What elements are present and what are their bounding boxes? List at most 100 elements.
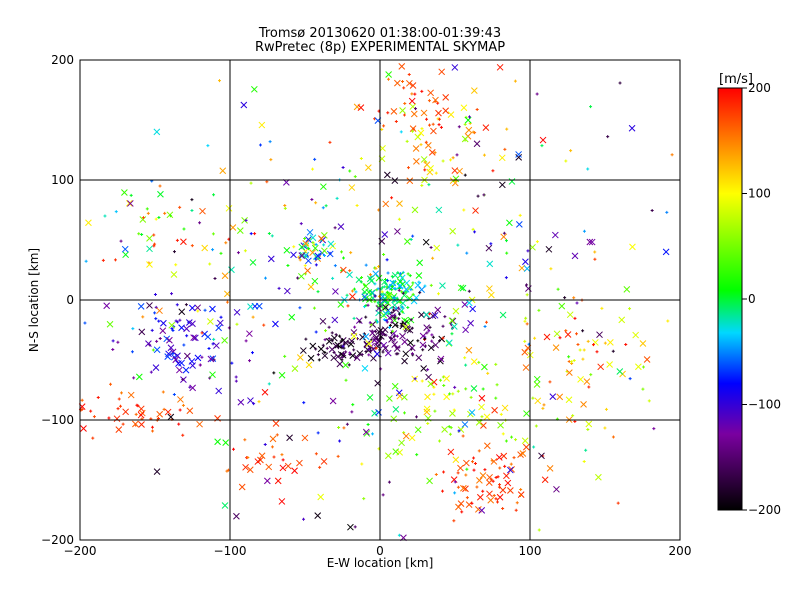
data-point-x: [204, 333, 212, 341]
data-point-plus: [265, 180, 269, 184]
data-point-x: [375, 274, 383, 282]
data-point-plus: [533, 336, 537, 340]
data-point-plus: [153, 293, 157, 297]
data-point-plus: [146, 211, 150, 215]
data-point-plus: [157, 319, 161, 323]
data-point-plus: [175, 238, 179, 242]
data-point-x: [415, 354, 423, 362]
data-point-x: [519, 450, 527, 457]
colorbar: [717, 87, 743, 511]
data-point-plus: [406, 305, 410, 309]
data-point-plus: [267, 382, 271, 386]
data-point-plus: [456, 389, 460, 393]
data-point-plus: [374, 266, 378, 270]
data-point-x: [279, 464, 287, 472]
data-point-plus: [441, 324, 445, 328]
data-point-plus: [184, 303, 188, 307]
data-point-x: [385, 291, 393, 299]
data-point-x: [457, 500, 465, 507]
data-point-plus: [390, 331, 394, 335]
data-point-x: [263, 477, 271, 485]
data-point-plus: [351, 403, 355, 407]
data-point-plus: [390, 311, 394, 315]
data-point-x: [558, 302, 566, 310]
data-point-plus: [403, 101, 407, 105]
data-point-x: [160, 319, 167, 327]
data-point-x: [419, 341, 427, 349]
data-point-x: [121, 245, 129, 253]
data-point-plus: [410, 352, 414, 356]
data-point-plus: [277, 286, 281, 290]
data-point-plus: [462, 208, 466, 212]
data-point-x: [580, 401, 587, 408]
data-point-plus: [364, 315, 368, 319]
data-point-plus: [398, 272, 402, 276]
x-tick-label: −200: [64, 544, 97, 558]
data-point-plus: [381, 350, 385, 354]
data-point-plus: [368, 273, 372, 277]
data-point-x: [380, 341, 388, 349]
data-point-plus: [390, 274, 394, 278]
data-point-x: [286, 434, 293, 442]
data-point-plus: [665, 210, 669, 214]
data-point-plus: [461, 434, 465, 438]
data-point-plus: [84, 259, 88, 263]
data-point-plus: [647, 399, 651, 403]
data-point-x: [249, 259, 257, 266]
data-point-plus: [411, 292, 415, 296]
data-point-x: [490, 458, 498, 465]
data-point-x: [225, 204, 233, 212]
data-point-x: [302, 242, 310, 250]
data-point-plus: [397, 307, 401, 311]
data-point-plus: [303, 264, 307, 268]
data-point-plus: [393, 338, 397, 342]
data-point-plus: [376, 287, 380, 291]
data-point-plus: [235, 322, 239, 326]
data-point-x: [157, 190, 164, 198]
data-point-plus: [212, 193, 216, 197]
data-point-plus: [402, 411, 406, 415]
data-point-x: [113, 415, 121, 423]
data-point-plus: [434, 473, 438, 477]
data-point-x: [588, 238, 596, 246]
data-point-plus: [504, 276, 508, 280]
data-point-plus: [410, 92, 414, 96]
data-point-x: [167, 413, 175, 421]
data-point-x: [236, 227, 244, 234]
y-axis-label: N-S location [km]: [27, 248, 41, 352]
data-point-x: [428, 149, 436, 156]
data-point-plus: [525, 283, 529, 287]
data-point-plus: [523, 319, 527, 323]
data-point-plus: [448, 392, 452, 396]
data-point-x: [462, 326, 469, 334]
data-point-plus: [423, 168, 427, 172]
data-point-x: [482, 124, 490, 131]
data-point-plus: [352, 287, 356, 291]
data-point-x: [103, 302, 111, 310]
data-point-plus: [452, 408, 456, 412]
data-point-plus: [153, 311, 157, 315]
data-point-plus: [283, 206, 287, 210]
data-point-plus: [515, 501, 519, 505]
data-point-x: [189, 320, 196, 328]
data-point-plus: [438, 339, 442, 343]
data-point-x: [507, 487, 514, 494]
data-point-plus: [292, 245, 296, 249]
data-point-x: [272, 320, 279, 328]
data-point-plus: [114, 210, 118, 214]
data-point-plus: [489, 477, 493, 481]
data-point-x: [331, 334, 338, 342]
data-point-plus: [525, 322, 529, 326]
data-point-x: [449, 227, 457, 235]
data-point-plus: [272, 371, 276, 375]
data-point-x: [373, 350, 381, 358]
data-point-plus: [472, 468, 476, 472]
data-point-plus: [397, 217, 401, 221]
data-point-x: [462, 485, 469, 493]
data-point-x: [122, 251, 129, 259]
data-point-x: [461, 301, 469, 308]
data-point-plus: [465, 251, 469, 255]
data-point-x: [238, 483, 246, 491]
data-point-plus: [471, 130, 475, 134]
data-point-plus: [217, 79, 221, 83]
